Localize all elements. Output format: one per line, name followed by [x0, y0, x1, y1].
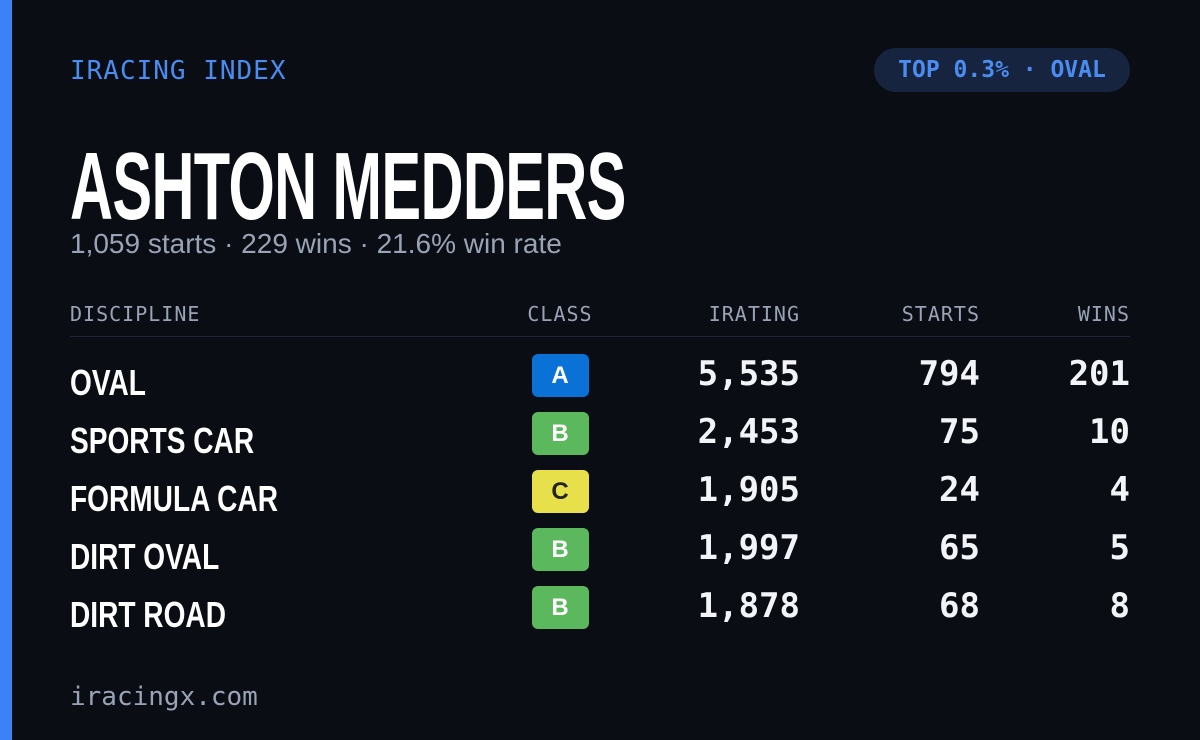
wins: 5	[1109, 528, 1130, 568]
irating: 5,535	[697, 354, 800, 394]
discipline: OVAL	[70, 362, 146, 403]
irating: 1,878	[697, 586, 800, 626]
footer-site: iracingx.com	[70, 682, 258, 712]
column-header: IRATING	[708, 302, 800, 326]
class-badge: B	[531, 412, 589, 455]
brand: IRACING INDEX	[70, 56, 287, 86]
accent-bar	[0, 0, 12, 740]
rank-badge: TOP 0.3% · OVAL	[874, 48, 1130, 92]
discipline: FORMULA CAR	[70, 478, 278, 519]
irating: 2,453	[697, 412, 800, 452]
driver-name: ASHTON MEDDERS	[70, 133, 626, 240]
starts: 75	[939, 412, 980, 452]
column-header: CLASS	[527, 302, 593, 326]
class-badge: A	[531, 354, 589, 397]
wins: 10	[1089, 412, 1130, 452]
wins: 8	[1109, 586, 1130, 626]
class-badge: B	[531, 586, 589, 629]
wins: 4	[1109, 470, 1130, 510]
starts: 794	[918, 354, 980, 394]
starts: 65	[939, 528, 980, 568]
irating: 1,997	[697, 528, 800, 568]
starts: 24	[939, 470, 980, 510]
column-header: WINS	[1077, 302, 1130, 326]
header-rule	[70, 336, 1130, 337]
summary: 1,059 starts · 229 wins · 21.6% win rate	[70, 228, 562, 259]
discipline: SPORTS CAR	[70, 420, 255, 461]
class-badge: B	[531, 528, 589, 571]
column-header: STARTS	[901, 302, 980, 326]
discipline: DIRT ROAD	[70, 594, 226, 635]
column-header: DISCIPLINE	[70, 302, 201, 326]
discipline: DIRT OVAL	[70, 536, 220, 577]
starts: 68	[939, 586, 980, 626]
wins: 201	[1068, 354, 1130, 394]
class-badge: C	[531, 470, 589, 513]
irating: 1,905	[697, 470, 800, 510]
